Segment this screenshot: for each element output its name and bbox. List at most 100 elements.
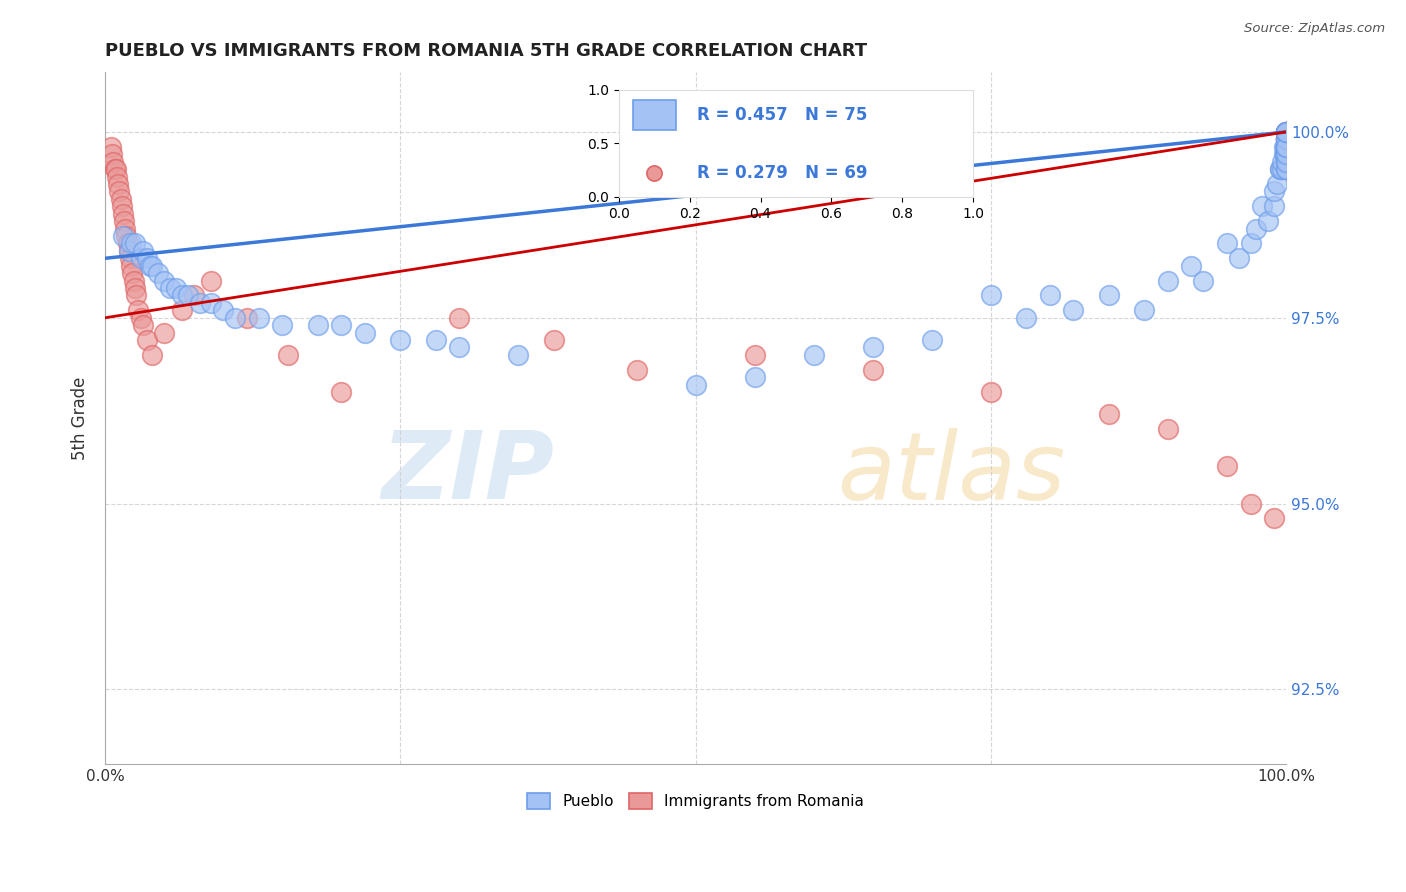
Point	[165, 281, 187, 295]
Point	[170, 303, 193, 318]
Point	[118, 244, 141, 258]
Point	[1239, 497, 1261, 511]
Point	[200, 296, 222, 310]
Point	[1275, 154, 1298, 169]
Point	[626, 363, 648, 377]
Point	[1133, 303, 1156, 318]
Point	[425, 333, 447, 347]
Point	[685, 377, 707, 392]
Point	[111, 229, 134, 244]
Point	[1039, 288, 1062, 302]
Point	[330, 318, 353, 333]
Point	[1275, 162, 1298, 177]
Point	[115, 229, 138, 244]
Point	[1098, 288, 1121, 302]
Point	[1275, 154, 1298, 169]
Point	[1275, 147, 1298, 161]
Point	[1275, 125, 1298, 139]
Point	[1275, 125, 1298, 139]
Point	[108, 185, 131, 199]
Point	[188, 296, 211, 310]
Point	[1275, 140, 1298, 154]
Point	[1062, 303, 1084, 318]
Y-axis label: 5th Grade: 5th Grade	[72, 376, 89, 459]
Point	[449, 341, 471, 355]
Point	[103, 154, 125, 169]
Point	[1272, 140, 1295, 154]
Point	[1275, 147, 1298, 161]
Point	[1275, 162, 1298, 177]
Point	[1180, 259, 1202, 273]
Point	[1157, 422, 1180, 436]
Point	[449, 310, 471, 325]
Point	[1263, 199, 1285, 213]
Point	[1275, 125, 1298, 139]
Point	[543, 333, 565, 347]
Point	[330, 385, 353, 400]
Point	[1275, 147, 1298, 161]
Point	[139, 259, 162, 273]
Point	[1275, 125, 1298, 139]
Legend: Pueblo, Immigrants from Romania: Pueblo, Immigrants from Romania	[522, 787, 870, 815]
Point	[1274, 147, 1296, 161]
Point	[1275, 162, 1298, 177]
Point	[125, 288, 148, 302]
Point	[1268, 162, 1291, 177]
Point	[159, 281, 181, 295]
Point	[135, 252, 157, 266]
Point	[1275, 125, 1298, 139]
Point	[271, 318, 294, 333]
Point	[1272, 147, 1295, 161]
Point	[1275, 140, 1298, 154]
Point	[117, 236, 139, 251]
Point	[1246, 221, 1268, 235]
Point	[1263, 511, 1285, 525]
Point	[118, 252, 141, 266]
Point	[110, 192, 132, 206]
Point	[1275, 125, 1298, 139]
Point	[508, 348, 530, 362]
Point	[148, 266, 170, 280]
Point	[105, 169, 128, 184]
Point	[1275, 125, 1298, 139]
Point	[200, 274, 222, 288]
Point	[1275, 162, 1298, 177]
Point	[277, 348, 299, 362]
Point	[100, 140, 122, 154]
Point	[1015, 310, 1038, 325]
Point	[224, 310, 246, 325]
Point	[1275, 132, 1298, 146]
Point	[114, 221, 136, 235]
Point	[1157, 274, 1180, 288]
Point	[803, 348, 825, 362]
Point	[1275, 140, 1298, 154]
Point	[1216, 459, 1239, 474]
Point	[111, 207, 134, 221]
Point	[120, 236, 142, 251]
Point	[177, 288, 200, 302]
Point	[1275, 162, 1298, 177]
Point	[236, 310, 259, 325]
Point	[122, 274, 145, 288]
Point	[1265, 177, 1288, 191]
Point	[1275, 147, 1298, 161]
Point	[1275, 125, 1298, 139]
Point	[183, 288, 205, 302]
Text: Source: ZipAtlas.com: Source: ZipAtlas.com	[1244, 22, 1385, 36]
Point	[1098, 408, 1121, 422]
Point	[121, 266, 143, 280]
Point	[153, 326, 176, 340]
Point	[1275, 162, 1298, 177]
Point	[104, 162, 127, 177]
Point	[744, 348, 766, 362]
Point	[744, 370, 766, 384]
Point	[118, 244, 141, 258]
Point	[1275, 140, 1298, 154]
Point	[1268, 162, 1291, 177]
Point	[1239, 236, 1261, 251]
Point	[1271, 162, 1294, 177]
Point	[212, 303, 235, 318]
Point	[1275, 132, 1298, 146]
Point	[1275, 132, 1298, 146]
Point	[1275, 140, 1298, 154]
